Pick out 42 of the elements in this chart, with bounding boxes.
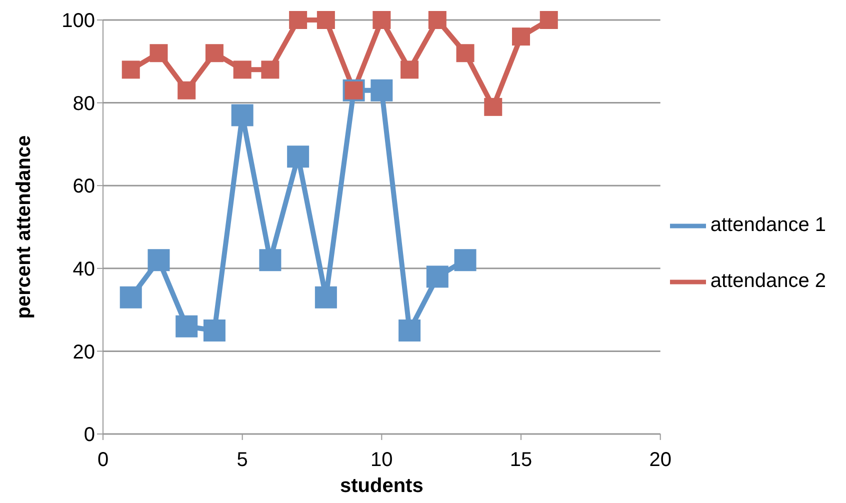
point	[398, 320, 421, 342]
y-tick-label: 100	[62, 10, 95, 32]
x-tick-label: 10	[370, 449, 393, 472]
point	[456, 44, 474, 62]
x-tick-label: 0	[97, 449, 109, 472]
x-tick-label: 20	[649, 449, 672, 472]
legend-label: attendance 2	[710, 270, 826, 292]
y-tick-label: 80	[72, 92, 95, 115]
point	[259, 249, 282, 272]
point	[426, 266, 448, 288]
point	[289, 11, 308, 29]
point	[316, 11, 335, 29]
point	[454, 249, 476, 272]
x-axis-title: students	[340, 475, 424, 497]
point	[370, 79, 393, 102]
point	[122, 60, 140, 79]
point	[120, 286, 142, 308]
point	[150, 44, 168, 62]
point	[148, 249, 170, 272]
point	[512, 28, 530, 46]
point	[203, 320, 226, 342]
point	[540, 11, 558, 29]
point	[231, 104, 254, 126]
point	[233, 60, 252, 79]
point	[400, 60, 419, 79]
point	[428, 11, 446, 29]
legend-label: attendance 1	[710, 214, 826, 236]
point	[372, 11, 391, 29]
point	[314, 286, 337, 308]
y-tick-label: 60	[72, 176, 95, 198]
y-tick-label: 0	[84, 424, 95, 446]
point	[287, 146, 310, 168]
point	[205, 44, 224, 62]
y-axis-title: percent attendance	[13, 135, 36, 319]
x-tick-label: 5	[236, 449, 248, 472]
point	[261, 60, 280, 79]
x-tick-label: 15	[510, 449, 532, 472]
point	[484, 98, 502, 116]
y-tick-label: 40	[72, 258, 95, 280]
point	[176, 315, 198, 338]
y-tick-label: 20	[72, 341, 95, 364]
point	[178, 81, 196, 100]
